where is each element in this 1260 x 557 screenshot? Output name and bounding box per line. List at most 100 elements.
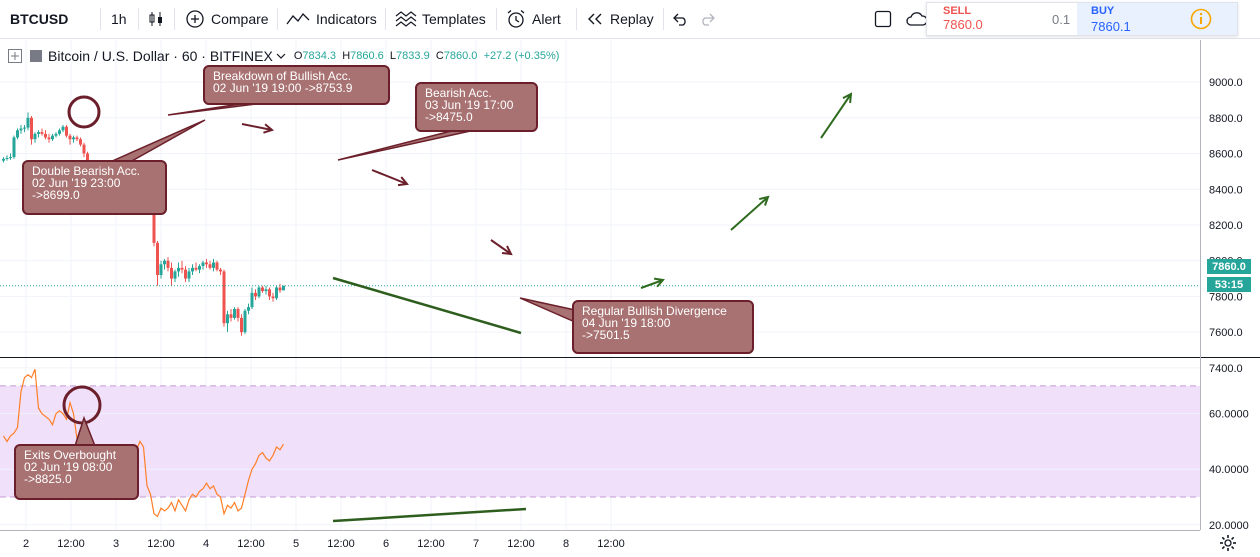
square-icon	[874, 10, 892, 27]
y-tick-label: 9000.0	[1209, 77, 1243, 89]
annotation-bearish[interactable]: Bearish Acc. 03 Jun '19 17:00 ->8475.0	[415, 82, 538, 132]
redo-button[interactable]	[700, 0, 716, 37]
x-tick-label: 4	[203, 538, 209, 550]
annotation-double-bearish[interactable]: Double Bearish Acc. 02 Jun '19 23:00 ->8…	[22, 160, 167, 215]
candle	[5, 155, 9, 161]
x-tick-label: 12:00	[327, 538, 355, 550]
templates-button[interactable]: Templates	[395, 0, 486, 37]
settings-gear-button[interactable]	[1219, 534, 1237, 557]
candle-body	[205, 262, 208, 265]
replay-label: Replay	[610, 10, 654, 27]
x-tick-label: 12:00	[237, 538, 265, 550]
candle-body	[268, 289, 271, 297]
candle	[250, 287, 254, 309]
candle-body	[257, 287, 261, 297]
candles-icon	[149, 11, 162, 26]
templates-label: Templates	[422, 10, 486, 27]
x-tick-label: 2	[23, 538, 29, 550]
callout-pointer	[167, 103, 257, 116]
candle	[191, 264, 194, 275]
candle-body	[219, 269, 222, 272]
candle	[247, 303, 250, 315]
candle-body	[191, 267, 194, 272]
y-tick-label: 8200.0	[1209, 220, 1243, 232]
x-tick-label: 6	[383, 538, 389, 550]
down-arrow	[371, 169, 409, 187]
candle-body	[23, 127, 26, 129]
candle	[275, 285, 278, 301]
candle	[243, 308, 247, 334]
x-tick-label: 7	[473, 538, 479, 550]
annotation-bullish-divergence[interactable]: Regular Bullish Divergence 04 Jun '19 18…	[572, 300, 754, 354]
candle	[12, 135, 16, 159]
indicators-button[interactable]: Indicators	[286, 0, 377, 37]
interval-button[interactable]: 1h	[111, 0, 127, 37]
candle-body	[47, 137, 51, 140]
redo-icon	[702, 13, 715, 26]
candle-body	[236, 308, 240, 318]
candle	[23, 124, 26, 133]
candle-body	[68, 135, 72, 140]
replay-button[interactable]: Replay	[586, 0, 654, 37]
candle	[222, 269, 226, 327]
symbol-search[interactable]: BTCUSD	[10, 0, 68, 37]
chevron-down-icon[interactable]	[276, 52, 286, 60]
sell-label: SELL	[943, 5, 972, 17]
candle-body	[16, 130, 19, 138]
candle	[215, 260, 219, 272]
candle	[72, 135, 75, 143]
candle-body	[233, 308, 236, 318]
up-arrow	[640, 277, 665, 289]
countdown-tag: 53:15	[1207, 277, 1251, 292]
candle-body	[65, 126, 68, 136]
candle-body	[33, 133, 37, 140]
candle-body	[30, 117, 33, 140]
up-arrow	[820, 92, 853, 139]
candle	[163, 258, 166, 270]
arrow-shaft	[640, 279, 664, 289]
fullscreen-button[interactable]	[874, 0, 892, 37]
down-arrow	[241, 123, 275, 134]
candle-body	[173, 271, 177, 279]
arrow-head	[653, 277, 665, 288]
cloud-icon	[906, 11, 928, 26]
sell-price: 7860.0	[943, 17, 983, 32]
candle	[26, 112, 30, 131]
candle-body	[2, 158, 5, 161]
buy-button[interactable]: BUY 7860.1	[1077, 3, 1237, 35]
candle-body	[264, 289, 268, 292]
rsi-line	[2, 368, 285, 518]
sell-button[interactable]: SELL 7860.0	[943, 5, 983, 32]
y-tick-label: 8800.0	[1209, 113, 1243, 125]
candle-body	[75, 137, 79, 140]
candle	[261, 285, 264, 293]
candle	[68, 133, 72, 145]
candle-body	[152, 187, 156, 243]
up-arrow	[730, 195, 770, 231]
arrow-shaft	[371, 169, 408, 185]
candle	[212, 258, 215, 272]
open-value: 7834.3	[302, 50, 337, 62]
alert-button[interactable]: Alert	[506, 0, 561, 37]
compare-button[interactable]: Compare	[185, 0, 269, 37]
candle-body	[222, 271, 226, 324]
candle-body	[187, 271, 191, 279]
candle-body	[215, 262, 219, 270]
undo-button[interactable]	[672, 0, 688, 37]
templates-icon	[395, 10, 417, 27]
expand-plus-icon[interactable]	[8, 49, 22, 63]
chart-style-button[interactable]	[147, 0, 165, 37]
annotation-exits-overbought[interactable]: Exits Overbought 02 Jun '19 08:00 ->8825…	[14, 444, 139, 500]
arrow-head	[397, 176, 409, 187]
info-button[interactable]	[1190, 0, 1212, 37]
annotation-breakdown[interactable]: Breakdown of Bullish Acc. 02 Jun '19 19:…	[203, 65, 390, 105]
candle	[205, 258, 208, 268]
candle-body	[180, 267, 184, 270]
ohlc-values: O7834.3 H7860.6 L7833.9 C7860.0 +27.2 (+…	[293, 50, 560, 62]
candle	[226, 310, 229, 333]
alarm-clock-icon	[507, 9, 525, 28]
high-value: 7860.6	[350, 50, 384, 62]
cloud-button[interactable]	[906, 0, 928, 37]
candle	[58, 128, 61, 136]
